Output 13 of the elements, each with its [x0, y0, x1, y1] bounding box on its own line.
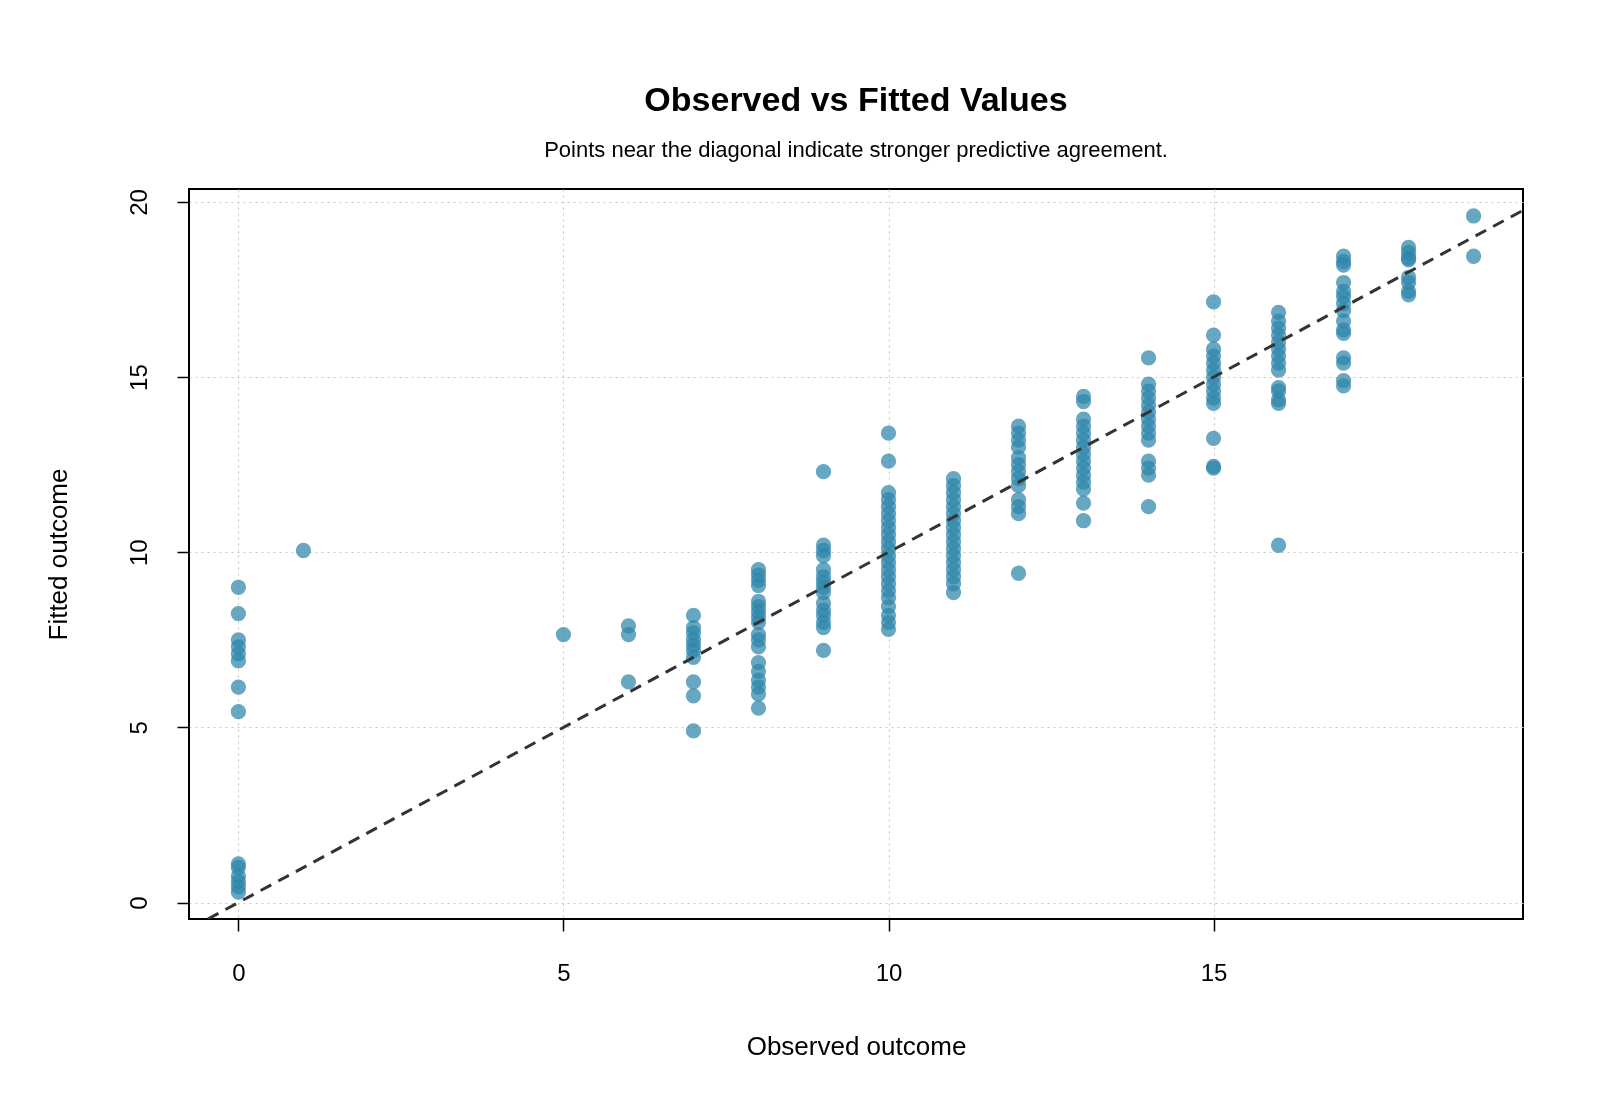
x-tick-label: 5	[557, 958, 571, 986]
y-tick-label: 15	[124, 364, 152, 391]
y-tick-label: 5	[124, 721, 152, 735]
y-tick-label: 20	[124, 189, 152, 216]
chart-subtitle: Points near the diagonal indicate stronger predictive agreement.	[544, 136, 1168, 162]
x-axis-title: Observed outcome	[746, 1030, 967, 1061]
y-axis-title: Fitted outcome	[42, 468, 73, 641]
chart-title: Observed vs Fitted Values	[644, 79, 1068, 118]
x-tick-label: 0	[232, 958, 246, 986]
y-tick-label: 0	[124, 896, 152, 910]
y-tick-label: 10	[124, 539, 152, 567]
x-tick-label: 15	[1200, 958, 1228, 986]
x-tick-label: 10	[875, 958, 903, 986]
